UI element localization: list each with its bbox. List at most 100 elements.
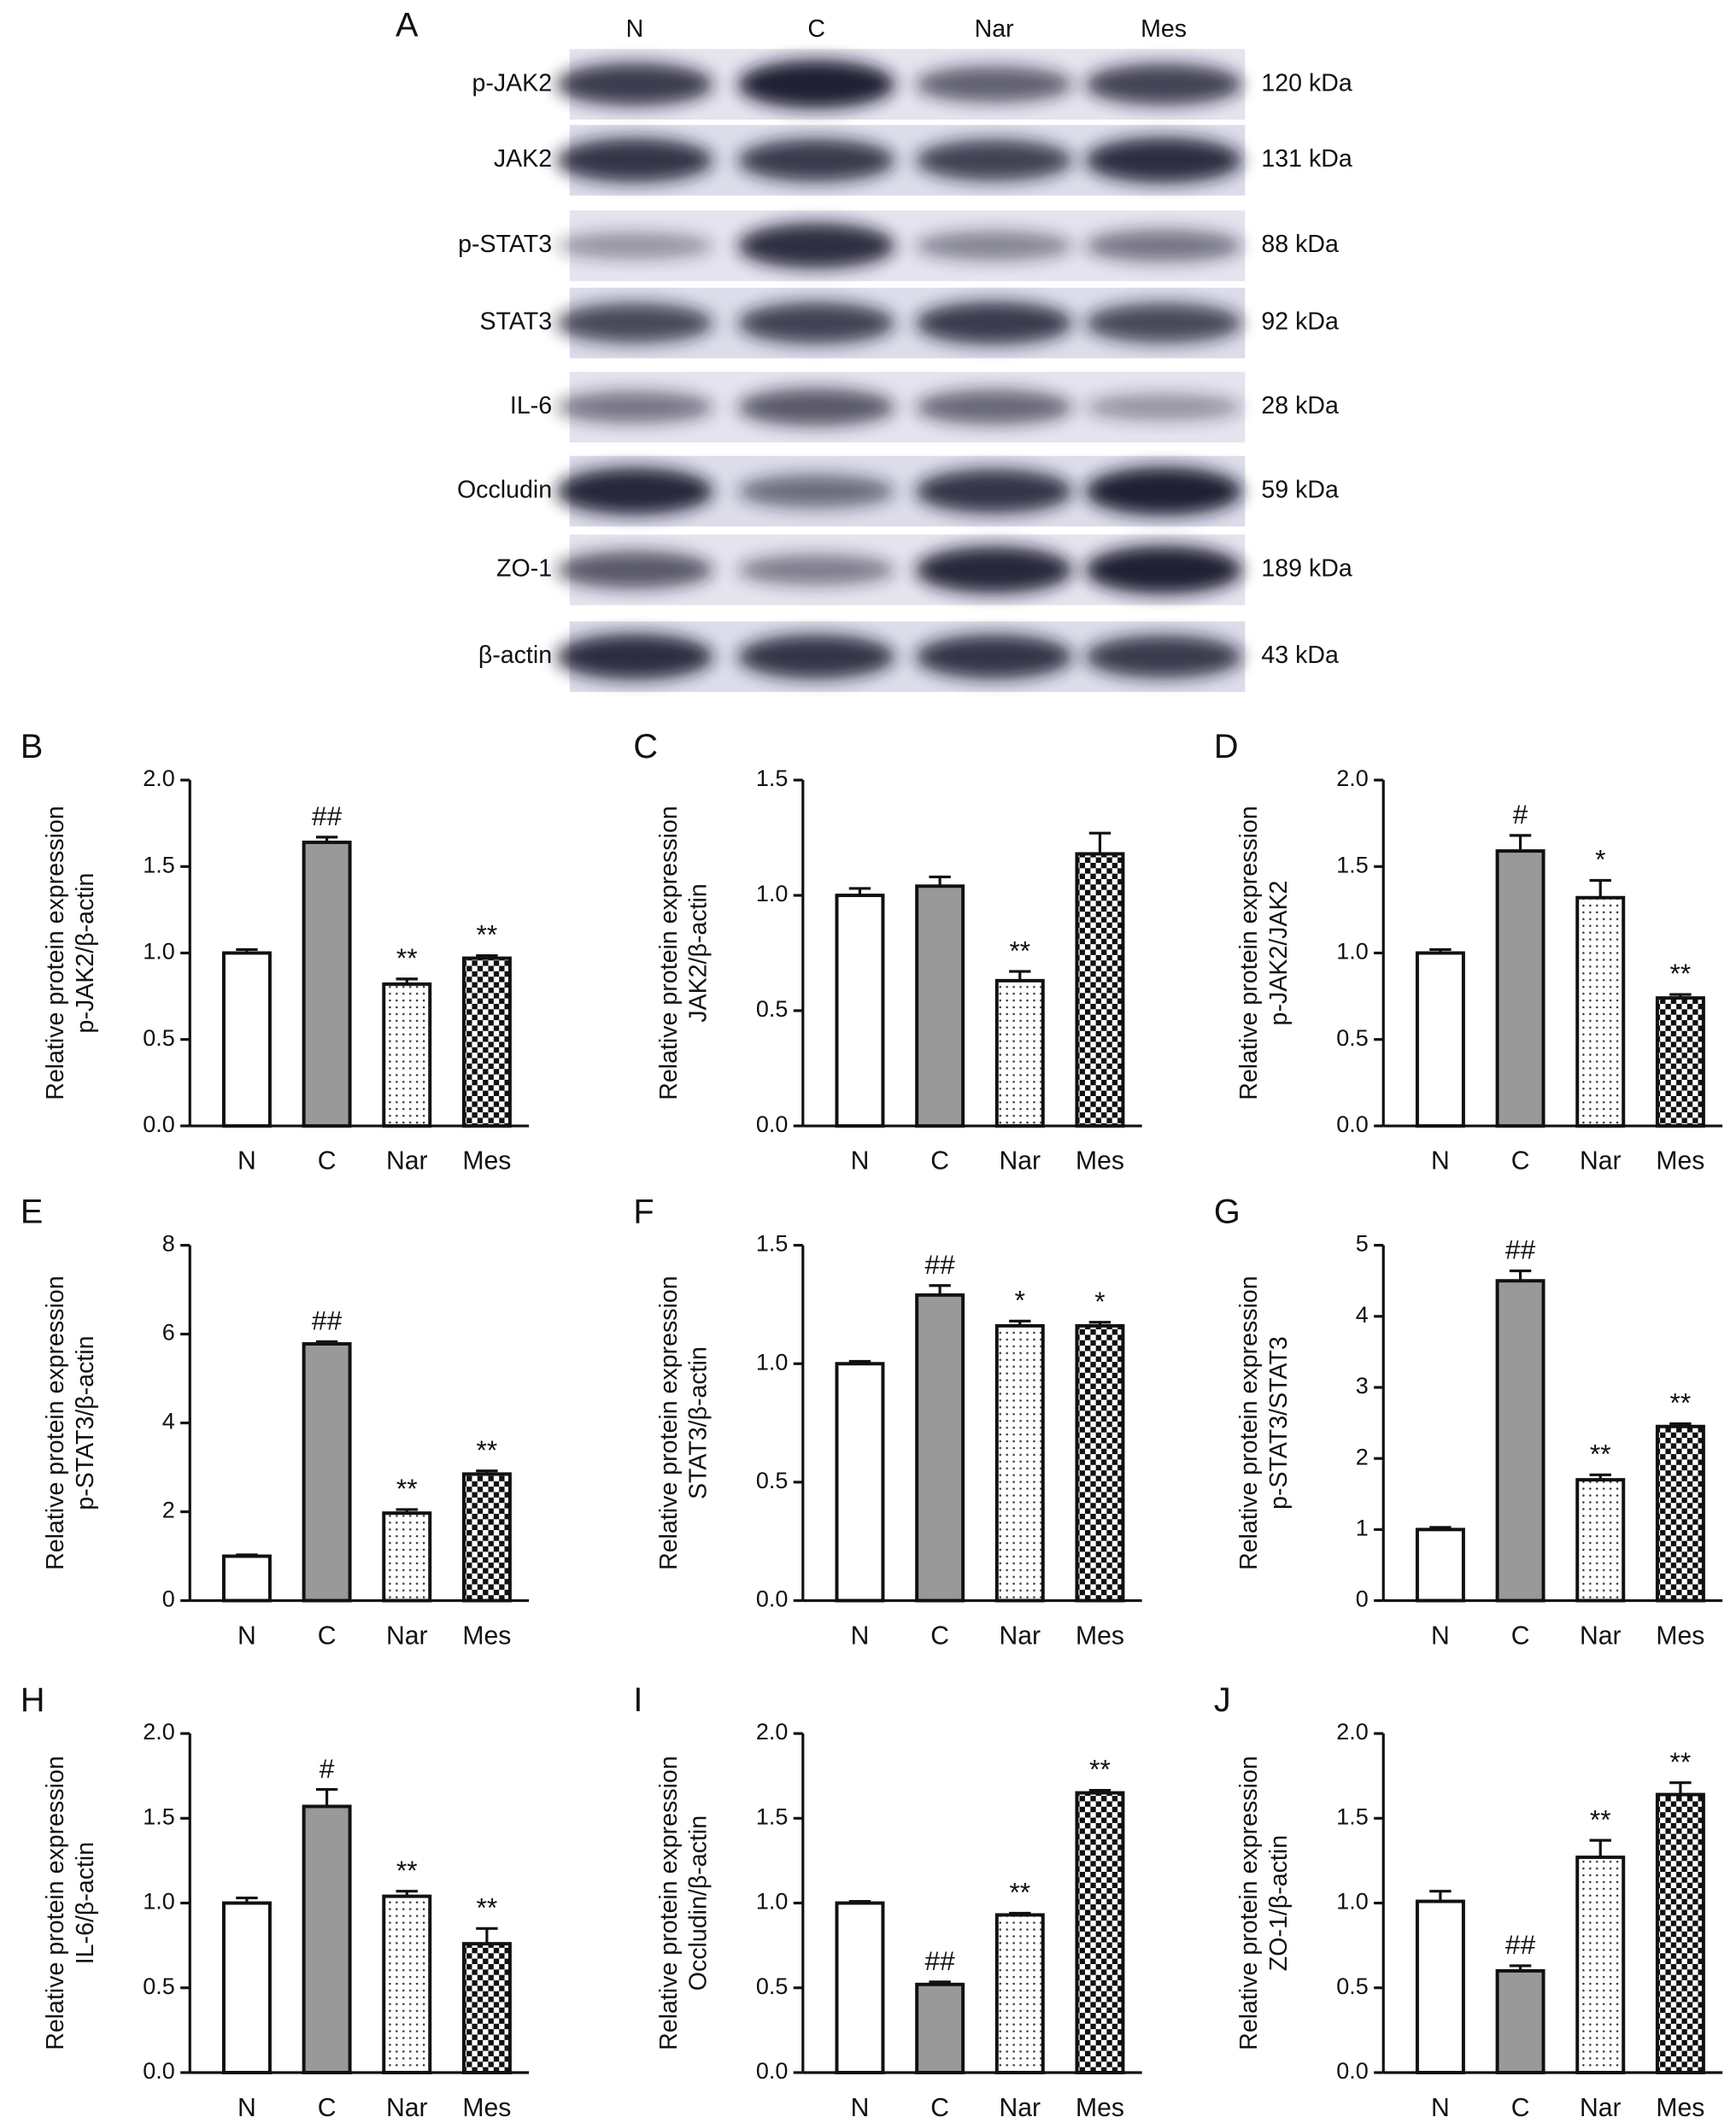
x-tick-label: C bbox=[930, 2094, 949, 2122]
bar bbox=[1655, 1792, 1705, 2074]
significance: * bbox=[1094, 1286, 1105, 1317]
y-axis-label: p-STAT3/β-actin bbox=[72, 1335, 99, 1510]
y-tick-label: 1.0 bbox=[756, 1889, 789, 1915]
bar bbox=[1575, 895, 1626, 1128]
y-axis-label: IL-6/β-actin bbox=[72, 1842, 99, 1964]
significance: ** bbox=[396, 942, 418, 973]
y-tick-label: 0.0 bbox=[1336, 2058, 1369, 2084]
blot-band bbox=[1085, 63, 1243, 106]
blot-band bbox=[915, 468, 1073, 514]
y-tick-label: 2.0 bbox=[1336, 1719, 1369, 1745]
bar bbox=[915, 884, 965, 1128]
y-tick-label: 0.5 bbox=[143, 1025, 175, 1051]
y-tick-label: 3 bbox=[1356, 1373, 1369, 1399]
protein-label: p-JAK2 bbox=[472, 69, 552, 97]
x-tick-label: Mes bbox=[1076, 1622, 1124, 1650]
bar bbox=[461, 1472, 512, 1603]
bar-chart: J Relative protein expression ZO-1/β-actin… bbox=[1214, 1681, 1723, 2122]
size-label: 88 kDa bbox=[1261, 231, 1339, 258]
protein-label: β-actin bbox=[478, 642, 552, 669]
blot-band bbox=[555, 138, 714, 183]
y-tick-label: 4 bbox=[162, 1409, 175, 1434]
blot-band bbox=[915, 66, 1073, 103]
y-axis-label: Relative protein expression bbox=[1235, 1756, 1263, 2050]
y-tick-label: 1.0 bbox=[143, 939, 175, 965]
panel-label: G bbox=[1214, 1193, 1240, 1231]
blot-band bbox=[915, 546, 1073, 594]
bar bbox=[1495, 849, 1545, 1128]
blot-band bbox=[737, 634, 895, 679]
bar bbox=[1575, 1855, 1626, 2074]
blot-band bbox=[555, 390, 714, 424]
bar bbox=[994, 978, 1045, 1128]
bar bbox=[1655, 1424, 1705, 1603]
x-tick-label: N bbox=[851, 1622, 870, 1650]
x-tick-label: C bbox=[1511, 2094, 1530, 2122]
y-tick-label: 0.0 bbox=[1336, 1111, 1369, 1137]
panel-label: H bbox=[21, 1681, 45, 1719]
y-tick-label: 1.5 bbox=[756, 765, 789, 791]
blot-band bbox=[737, 60, 895, 109]
significance: ** bbox=[1009, 1877, 1030, 1908]
y-tick-label: 1.5 bbox=[756, 1231, 789, 1257]
x-tick-label: Mes bbox=[462, 1622, 511, 1650]
x-tick-label: Nar bbox=[386, 2094, 428, 2122]
x-tick-label: N bbox=[851, 1147, 870, 1176]
bar-chart: E Relative protein expression p-STAT3/β-ac… bbox=[21, 1193, 530, 1650]
x-tick-label: N bbox=[1431, 2094, 1450, 2122]
bar-chart: F Relative protein expression STAT3/β-acti… bbox=[633, 1193, 1142, 1650]
protein-label: STAT3 bbox=[479, 308, 552, 336]
x-tick-label: Nar bbox=[386, 1622, 428, 1650]
y-tick-label: 2.0 bbox=[756, 1719, 789, 1745]
y-tick-label: 4 bbox=[1356, 1302, 1369, 1328]
blot-band bbox=[555, 62, 714, 107]
bar bbox=[302, 1342, 352, 1603]
x-tick-label: Mes bbox=[1656, 1147, 1704, 1176]
y-tick-label: 6 bbox=[162, 1320, 175, 1346]
significance: ** bbox=[1590, 1438, 1611, 1469]
size-label: 92 kDa bbox=[1261, 308, 1339, 336]
blot-band bbox=[1085, 302, 1243, 343]
bar bbox=[835, 1901, 885, 2074]
x-tick-label: Mes bbox=[462, 1147, 511, 1176]
bar bbox=[1075, 852, 1125, 1128]
significance: ** bbox=[477, 1434, 498, 1465]
y-tick-label: 0 bbox=[1356, 1586, 1369, 1612]
y-axis-label: p-STAT3/STAT3 bbox=[1265, 1336, 1293, 1510]
x-tick-label: Nar bbox=[1580, 1622, 1622, 1650]
y-axis-label: Relative protein expression bbox=[42, 1276, 69, 1570]
panel-label: I bbox=[633, 1681, 642, 1719]
bar bbox=[994, 1913, 1045, 2074]
x-tick-label: Nar bbox=[1580, 1147, 1622, 1176]
y-tick-label: 5 bbox=[1356, 1231, 1369, 1257]
bar bbox=[461, 1942, 512, 2074]
x-tick-label: Nar bbox=[1000, 1622, 1041, 1650]
protein-label: JAK2 bbox=[494, 145, 552, 173]
bar bbox=[382, 982, 432, 1128]
x-tick-label: Mes bbox=[1656, 1622, 1704, 1650]
y-tick-label: 0.0 bbox=[756, 2058, 789, 2084]
size-label: 43 kDa bbox=[1261, 642, 1339, 669]
bar bbox=[461, 956, 512, 1128]
y-tick-label: 0.5 bbox=[756, 996, 789, 1022]
y-axis-label: Occludin/β-actin bbox=[685, 1815, 713, 1991]
size-label: 59 kDa bbox=[1261, 477, 1339, 504]
panel-label: C bbox=[633, 728, 658, 765]
bar bbox=[382, 1511, 432, 1603]
y-tick-label: 1.5 bbox=[1336, 852, 1369, 877]
y-tick-label: 2.0 bbox=[143, 765, 175, 791]
lane-label: Mes bbox=[1141, 15, 1187, 43]
significance: ** bbox=[1590, 1803, 1611, 1834]
x-tick-label: N bbox=[238, 1622, 256, 1650]
significance: # bbox=[320, 1753, 335, 1784]
x-tick-label: C bbox=[318, 2094, 337, 2122]
y-tick-label: 1.0 bbox=[756, 1349, 789, 1375]
panel-label: F bbox=[633, 1193, 654, 1231]
panel-label: E bbox=[21, 1193, 43, 1231]
y-tick-label: 2 bbox=[162, 1498, 175, 1523]
bar-chart: D Relative protein expression p-JAK2/JAK2 0… bbox=[1214, 728, 1723, 1176]
y-axis-label: p-JAK2/JAK2 bbox=[1265, 881, 1293, 1026]
x-tick-label: Mes bbox=[1076, 1147, 1124, 1176]
x-tick-label: Nar bbox=[1000, 1147, 1041, 1176]
bar bbox=[835, 1362, 885, 1603]
